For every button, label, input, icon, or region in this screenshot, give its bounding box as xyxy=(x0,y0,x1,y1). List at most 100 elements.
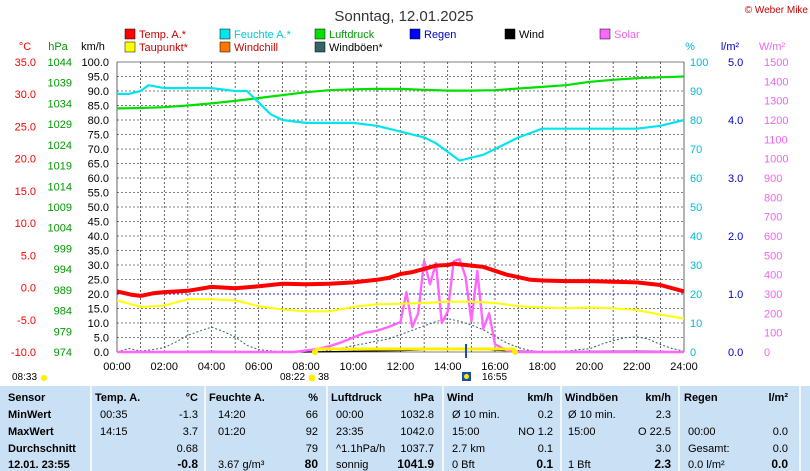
temp-tick-label: 15.0 xyxy=(15,186,36,198)
temp-tick-label: 0.0 xyxy=(21,283,36,295)
table-cell: Durchschnitt xyxy=(8,443,76,455)
x-tick-label: 16:00 xyxy=(481,361,509,373)
table-cell: 01:20 xyxy=(218,426,246,438)
wind-tick-label: 25.0 xyxy=(88,275,109,287)
rain-tick-label: 4.0 xyxy=(728,115,743,127)
humidity-tick-label: 90 xyxy=(690,86,702,98)
temp-tick-label: 35.0 xyxy=(15,57,36,69)
series-line xyxy=(116,261,685,298)
sun-extra-text: 38 xyxy=(318,372,330,383)
solar-tick-label: 1000 xyxy=(764,154,788,166)
table-cell: -1.3 xyxy=(179,409,198,421)
solar-tick-label: 900 xyxy=(764,173,782,185)
legend-swatch xyxy=(124,28,136,40)
table-cell: 92 xyxy=(306,426,318,438)
table-cell: 80 xyxy=(305,457,319,471)
wind-tick-label: 15.0 xyxy=(88,304,109,316)
table-cell: 79 xyxy=(306,443,318,455)
legend-swatch xyxy=(599,28,611,40)
solar-tick-label: 0 xyxy=(764,347,770,359)
table-cell: hPa xyxy=(414,392,435,404)
x-tick-label: 00:00 xyxy=(103,361,131,373)
x-tick-label: 06:00 xyxy=(245,361,273,373)
table-cell: 1042.0 xyxy=(400,426,434,438)
table-cell: Regen xyxy=(684,392,718,404)
pressure-tick-label: 1004 xyxy=(48,223,72,235)
x-tick-label: 08:00 xyxy=(292,361,320,373)
table-cell: 15:00 xyxy=(452,426,480,438)
solar-tick-label: 400 xyxy=(764,270,782,282)
table-cell: 1041.9 xyxy=(397,457,434,471)
pressure-tick-label: 999 xyxy=(54,243,72,255)
table-cell: 66 xyxy=(306,409,318,421)
humidity-tick-label: 60 xyxy=(690,173,702,185)
rain-tick-label: 5.0 xyxy=(728,57,743,69)
table-cell: 3.7 xyxy=(183,426,198,438)
table-cell: sonnig xyxy=(336,459,368,471)
wind-tick-label: 55.0 xyxy=(88,188,109,200)
table-cell: Ø 10 min. xyxy=(568,409,616,421)
temp-tick-label: -5.0 xyxy=(17,315,36,327)
table-cell: -0.8 xyxy=(177,457,198,471)
table-cell: 0 Bft xyxy=(452,459,475,471)
pressure-tick-label: 1034 xyxy=(48,98,72,110)
wind-tick-label: 100.0 xyxy=(81,57,109,69)
humidity-tick-label: 40 xyxy=(690,231,702,243)
table-cell: 12.01. 23:55 xyxy=(8,459,70,471)
wind-tick-label: 90.0 xyxy=(88,86,109,98)
temp-tick-label: -10.0 xyxy=(11,347,36,359)
sunrise-marker xyxy=(312,349,318,355)
series-line xyxy=(117,258,684,354)
pressure-tick-label: 1014 xyxy=(48,181,72,193)
x-tick-label: 04:00 xyxy=(198,361,226,373)
legend-label: Luftdruck xyxy=(329,29,375,41)
humidity-tick-label: 0 xyxy=(690,347,696,359)
wind-tick-label: 10.0 xyxy=(88,318,109,330)
legend-label: Feuchte A.* xyxy=(234,29,292,41)
series-line xyxy=(116,298,685,320)
table-cell: 0.2 xyxy=(538,409,553,421)
sunset-marker xyxy=(512,349,518,355)
wind-tick-label: 80.0 xyxy=(88,115,109,127)
table-cell: Wind xyxy=(447,392,474,404)
sunrise-icon xyxy=(308,374,316,382)
solar-tick-label: 200 xyxy=(764,308,782,320)
table-cell: 0.1 xyxy=(538,443,553,455)
chart-grid xyxy=(116,61,685,353)
table-cell: 2.7 km xyxy=(452,443,485,455)
pressure-tick-label: 1009 xyxy=(48,202,72,214)
pressure-tick-label: 974 xyxy=(54,347,72,359)
chart-title: Sonntag, 12.01.2025 xyxy=(334,8,473,25)
wind-tick-label: 5.0 xyxy=(94,333,109,345)
table-cell: O 22.5 xyxy=(638,426,671,438)
table-cell: Ø 10 min. xyxy=(452,409,500,421)
solar-tick-label: 100 xyxy=(764,328,782,340)
legend-swatch xyxy=(504,28,516,40)
temp-tick-label: 30.0 xyxy=(15,89,36,101)
pressure-tick-label: 984 xyxy=(54,306,72,318)
table-cell: Sensor xyxy=(8,392,46,404)
rain-tick-label: 1.0 xyxy=(728,289,743,301)
wind-tick-label: 30.0 xyxy=(88,260,109,272)
x-tick-label: 14:00 xyxy=(434,361,462,373)
table-cell: 2.3 xyxy=(656,409,671,421)
pressure-tick-label: 1029 xyxy=(48,119,72,131)
table-cell: MinWert xyxy=(8,409,52,421)
table-cell: 0.0 xyxy=(771,457,788,471)
temp-tick-label: 10.0 xyxy=(15,218,36,230)
temp-axis-label: °C xyxy=(19,41,31,53)
wind-tick-label: 75.0 xyxy=(88,130,109,142)
temp-tick-label: 5.0 xyxy=(21,250,36,262)
wind-tick-label: 45.0 xyxy=(88,217,109,229)
table-cell: NO 1.2 xyxy=(518,426,553,438)
legend-label: Taupunkt* xyxy=(139,42,189,54)
wind-tick-label: 70.0 xyxy=(88,144,109,156)
table-cell: Windböen xyxy=(565,392,618,404)
humidity-tick-label: 70 xyxy=(690,144,702,156)
rain-axis-label: l/m² xyxy=(721,41,740,53)
table-cell: 0.1 xyxy=(536,457,553,471)
pressure-axis-label: hPa xyxy=(48,41,68,53)
pressure-tick-label: 1044 xyxy=(48,57,72,69)
wind-tick-label: 35.0 xyxy=(88,246,109,258)
copyright-text: © Weber Mike xyxy=(745,5,809,16)
